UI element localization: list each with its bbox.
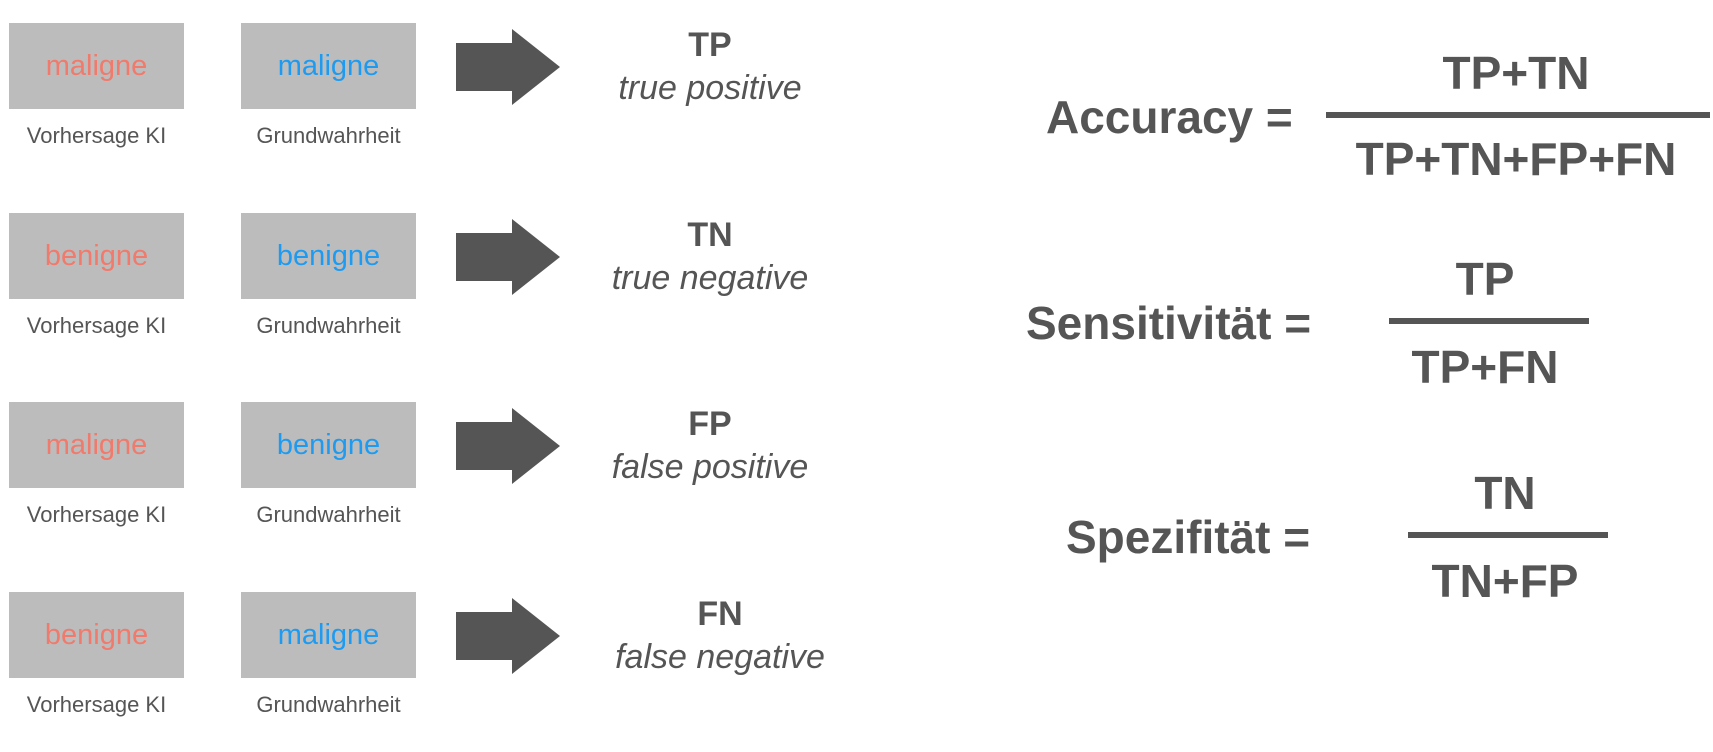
outcome-label: TN true negative — [575, 213, 845, 299]
specificity-formula: Spezifität = TN TN+FP — [1060, 466, 1660, 616]
outcome-full-name: false positive — [611, 448, 809, 486]
ground-truth-box: maligne — [241, 23, 416, 109]
formula-lhs: Spezifität = — [1066, 511, 1311, 563]
prediction-label: maligne — [45, 428, 148, 461]
ground-truth-caption: Grundwahrheit — [256, 692, 401, 717]
ground-truth-caption: Grundwahrheit — [256, 123, 401, 148]
sensitivity-formula: Sensitivität = TP TP+FN — [1020, 252, 1620, 402]
formula-numerator: TP — [1455, 253, 1515, 305]
right-arrow-icon — [456, 29, 560, 105]
outcome-abbreviation: TP — [688, 26, 732, 64]
prediction-label: benigne — [44, 239, 149, 272]
formula-lhs: Accuracy = — [1046, 91, 1293, 143]
prediction-label: benigne — [44, 618, 149, 651]
fraction-bar — [1326, 112, 1710, 118]
formula-numerator: TN — [1474, 467, 1536, 519]
ground-truth-label: maligne — [277, 618, 380, 651]
accuracy-formula: Accuracy = TP+TN TP+TN+FP+FN — [1040, 40, 1710, 190]
ground-truth-label: benigne — [276, 428, 381, 461]
prediction-caption: Vorhersage KI — [26, 123, 167, 148]
formula-denominator: TP+TN+FP+FN — [1355, 133, 1677, 185]
outcome-label: FN false negative — [585, 592, 855, 678]
prediction-caption: Vorhersage KI — [26, 502, 167, 527]
prediction-caption: Vorhersage KI — [26, 692, 167, 717]
right-arrow-icon — [456, 219, 560, 295]
ground-truth-box: benigne — [241, 402, 416, 488]
prediction-box: benigne — [9, 213, 184, 299]
ground-truth-box: benigne — [241, 213, 416, 299]
outcome-row-tn: benigne benigne Vorhersage KI Grundwahrh… — [0, 213, 860, 373]
outcome-abbreviation: FN — [697, 595, 743, 633]
outcome-abbreviation: TN — [687, 216, 733, 254]
prediction-box: maligne — [9, 402, 184, 488]
ground-truth-label: maligne — [277, 49, 380, 82]
prediction-label: maligne — [45, 49, 148, 82]
outcome-full-name: false negative — [615, 638, 825, 676]
outcome-full-name: true negative — [611, 259, 809, 297]
ground-truth-caption: Grundwahrheit — [256, 502, 401, 527]
fraction-bar — [1389, 318, 1589, 324]
outcome-row-tp: maligne maligne Vorhersage KI Grundwahrh… — [0, 23, 860, 183]
ground-truth-caption: Grundwahrheit — [256, 313, 401, 338]
outcome-label: FP false positive — [575, 402, 845, 488]
formula-denominator: TN+FP — [1431, 555, 1579, 607]
formula-denominator: TP+FN — [1411, 341, 1559, 393]
ground-truth-box: maligne — [241, 592, 416, 678]
outcome-abbreviation: FP — [688, 405, 732, 443]
outcome-row-fp: maligne benigne Vorhersage KI Grundwahrh… — [0, 402, 860, 562]
outcome-full-name: true positive — [618, 69, 802, 107]
outcome-label: TP true positive — [575, 23, 845, 109]
ground-truth-label: benigne — [276, 239, 381, 272]
right-arrow-icon — [456, 598, 560, 674]
formula-numerator: TP+TN — [1442, 47, 1590, 99]
fraction-bar — [1408, 532, 1608, 538]
formula-lhs: Sensitivität = — [1026, 297, 1312, 349]
prediction-box: maligne — [9, 23, 184, 109]
right-arrow-icon — [456, 408, 560, 484]
outcome-row-fn: benigne maligne Vorhersage KI Grundwahrh… — [0, 592, 860, 752]
prediction-caption: Vorhersage KI — [26, 313, 167, 338]
prediction-box: benigne — [9, 592, 184, 678]
